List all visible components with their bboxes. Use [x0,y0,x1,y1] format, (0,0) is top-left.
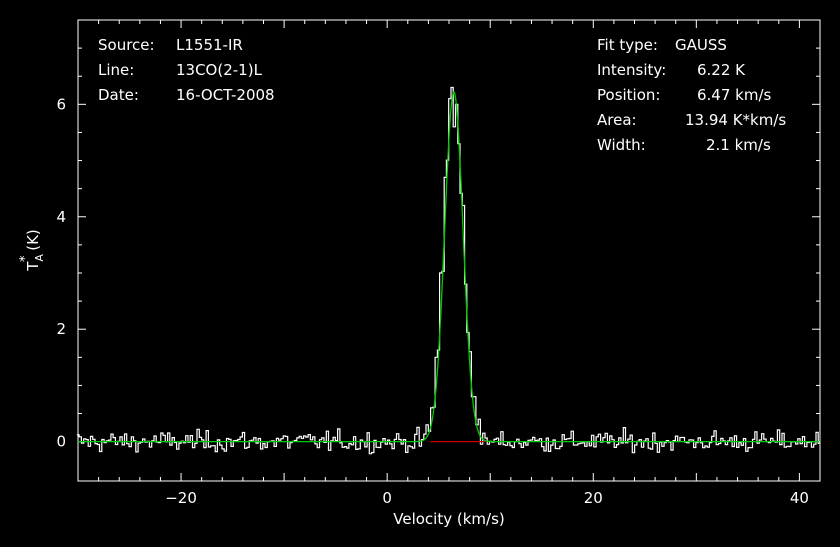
annotation-date-key: Date: [98,86,139,104]
annotation-source-key: Source: [98,36,155,54]
x-axis-label: Velocity (km/s) [393,510,504,528]
annotation-width-value: 2.1 km/s [706,136,771,154]
annotation-fittype-value: GAUSS [675,36,727,54]
annotation-width-key: Width: [597,136,646,154]
annotation-position-value: 6.47 km/s [697,86,772,104]
x-tick-label: 0 [382,489,392,507]
annotation-line-key: Line: [98,61,135,79]
annotation-date-value: 16-OCT-2008 [176,86,275,104]
y-tick-label: 4 [56,208,66,226]
x-tick-label: 40 [790,489,809,507]
y-axis-label: TA* (K) [18,229,46,272]
series-layer [76,86,821,455]
x-tick-label: 20 [584,489,603,507]
annotation-line-value: 13CO(2-1)L [176,61,262,79]
annotation-intensity-value: 6.22 K [697,61,746,79]
y-tick-label: 0 [56,433,66,451]
y-tick-label: 6 [56,95,66,113]
gaussian-fit-curve [78,91,820,443]
annotation-source-value: L1551-IR [176,36,243,54]
y-tick-label: 2 [56,320,66,338]
annotation-fittype-key: Fit type: [597,36,658,54]
annotation-position-key: Position: [597,86,661,104]
axis-ticks [77,20,821,481]
x-tick-label: −20 [165,489,197,507]
tick-labels: −20 0 20 40 0 2 4 6 [56,95,808,507]
svg-text:TA* (K): TA* (K) [18,229,46,272]
annotation-intensity-key: Intensity: [597,61,667,79]
annotation-area-value: 13.94 K*km/s [685,111,787,129]
annotation-area-key: Area: [597,111,637,129]
